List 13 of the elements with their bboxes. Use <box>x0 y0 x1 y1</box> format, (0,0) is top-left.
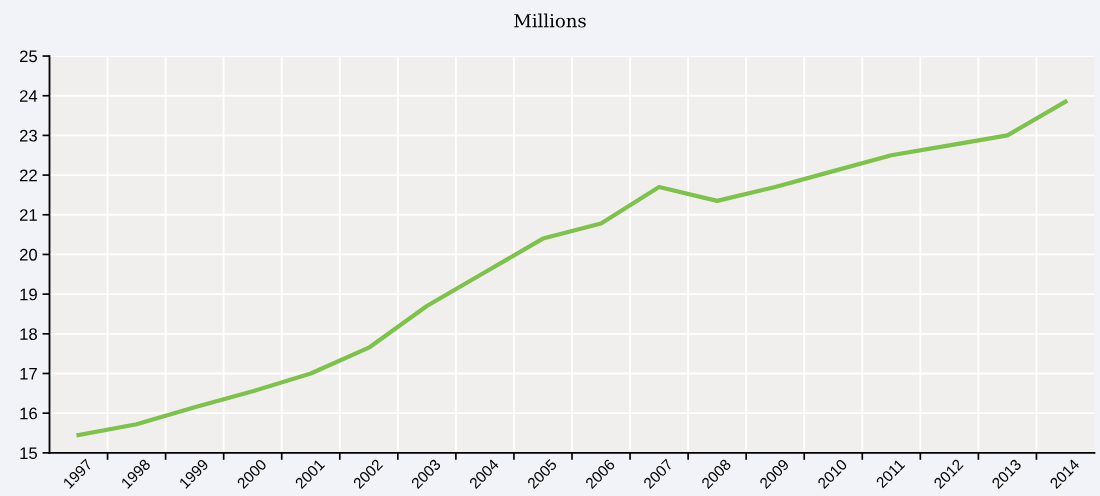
y-tick-label: 16 <box>20 407 37 420</box>
y-tick-label: 20 <box>20 248 38 261</box>
chart-subtitle: Millions <box>514 13 586 28</box>
y-tick-label: 17 <box>20 368 37 380</box>
y-tick-label: 15 <box>20 447 37 460</box>
line-series <box>76 99 1068 438</box>
y-tick-label: 22 <box>20 169 37 182</box>
y-tick-label: 21 <box>20 209 37 221</box>
y-tick-label: 23 <box>20 129 37 142</box>
y-tick-label: 19 <box>20 288 37 301</box>
y-tick-label: 24 <box>20 90 38 102</box>
y-tick-label: 25 <box>20 50 37 63</box>
y-tick-label: 18 <box>20 328 37 341</box>
